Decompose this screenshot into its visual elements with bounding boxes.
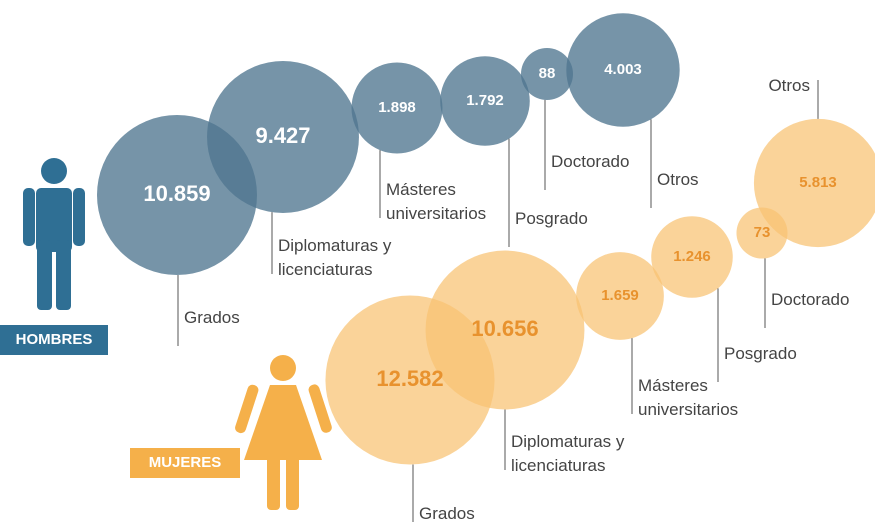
- value-label: 73: [754, 224, 771, 241]
- category-label: Másteres universitarios: [386, 180, 487, 223]
- legend-badge: HOMBRES: [0, 325, 108, 355]
- value-label: 9.427: [255, 123, 310, 148]
- woman-icon: [235, 355, 332, 510]
- value-label: 10.656: [471, 316, 538, 341]
- value-label: 1.792: [466, 92, 504, 109]
- category-label: Doctorado: [771, 290, 850, 309]
- bubble: [440, 56, 530, 146]
- bubble: [566, 13, 680, 127]
- legend-badge: MUJERES: [130, 448, 240, 478]
- category-label: Posgrado: [515, 209, 588, 228]
- bubble: [207, 61, 359, 213]
- man-icon: [23, 158, 85, 310]
- bubble: [425, 250, 585, 410]
- value-label: 12.582: [376, 366, 443, 391]
- category-label: Doctorado: [551, 152, 630, 171]
- value-label: 1.246: [673, 248, 711, 265]
- bubble: [576, 252, 664, 340]
- category-label: Diplomaturas y licenciaturas: [278, 236, 392, 279]
- value-label: 5.813: [799, 174, 837, 191]
- bubble: [753, 118, 875, 248]
- category-label: Másteres universitarios: [638, 376, 739, 419]
- category-label: Posgrado: [724, 344, 797, 363]
- bubble: [520, 47, 574, 101]
- value-label: 1.898: [378, 99, 416, 116]
- bubble: [651, 216, 733, 298]
- value-label: 88: [539, 65, 556, 82]
- value-label: 4.003: [604, 61, 642, 78]
- category-label: Grados: [419, 504, 475, 523]
- category-label: Otros: [768, 76, 810, 95]
- bubble: [351, 62, 443, 154]
- value-label: 10.859: [143, 181, 210, 206]
- category-label: Grados: [184, 308, 240, 327]
- category-label: Diplomaturas y licenciaturas: [511, 432, 625, 475]
- category-label: Otros: [657, 170, 699, 189]
- value-label: 1.659: [601, 287, 639, 304]
